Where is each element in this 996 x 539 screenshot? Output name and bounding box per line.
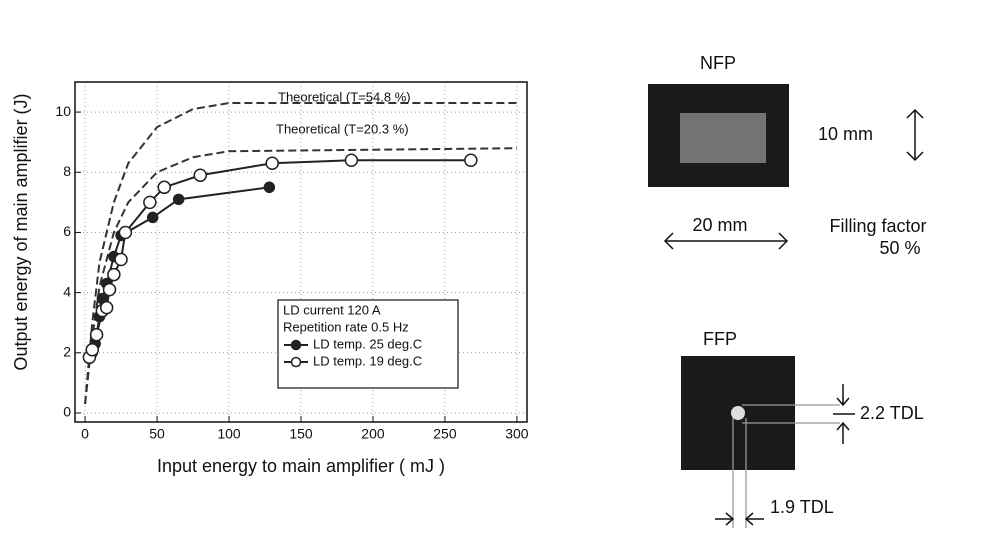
arrow-head: [906, 108, 924, 162]
data-point: [102, 282, 117, 297]
ffp-width-label: 1.9 TDL: [770, 497, 834, 517]
legend-title: Repetition rate 0.5 Hz: [283, 319, 409, 334]
theoretical-curve: [84, 147, 517, 405]
curve-label: Theoretical (T=20.3 %): [276, 121, 409, 136]
theoretical-curve: [84, 102, 517, 405]
x-tick-label: 150: [289, 426, 313, 442]
y-tick-label: 6: [63, 223, 71, 239]
x-tick-label: 50: [149, 426, 165, 442]
data-point: [157, 180, 171, 195]
data-point: [344, 153, 359, 167]
data-point: [172, 193, 185, 206]
data-point: [193, 168, 207, 183]
data-point: [265, 156, 279, 170]
legend-swatch: [290, 356, 302, 368]
y-tick-label: 10: [55, 103, 71, 119]
nfp-width-label: 20 mm: [692, 215, 747, 235]
filling-factor-value: 50 %: [879, 238, 920, 258]
legend-title: LD current 120 A: [283, 302, 381, 317]
y-tick-label: 8: [63, 163, 71, 179]
x-tick-label: 0: [81, 426, 89, 442]
y-tick-label: 4: [63, 283, 71, 299]
y-tick-label: 0: [63, 404, 71, 420]
ffp-height-label: 2.2 TDL: [860, 403, 924, 423]
data-point: [143, 195, 157, 210]
data-point: [89, 327, 104, 342]
ffp-spot: [731, 406, 745, 420]
legend-swatch: [290, 339, 302, 351]
curve-label: Theoretical (T=54.8 %): [278, 89, 411, 104]
data-point: [107, 267, 121, 282]
x-tick-label: 200: [361, 426, 385, 442]
data-point: [263, 181, 276, 194]
x-tick-label: 250: [433, 426, 457, 442]
ffp-arrows: [715, 384, 855, 526]
x-tick-label: 300: [505, 426, 529, 442]
y-axis-label: Output energy of main amplifier (J): [11, 93, 31, 370]
data-point: [85, 343, 100, 357]
data-point: [146, 211, 159, 224]
x-axis-label: Input energy to main amplifier ( mJ ): [157, 456, 445, 476]
ffp-guides: [732, 404, 840, 528]
nfp-height-label: 10 mm: [818, 124, 873, 144]
arrow-head: [663, 232, 789, 250]
filling-factor-label: Filling factor: [829, 216, 926, 236]
legend-label: LD temp. 25 deg.C: [313, 336, 422, 351]
y-tick-label: 2: [63, 343, 71, 359]
legend-label: LD temp. 19 deg.C: [313, 353, 422, 368]
data-point: [464, 153, 478, 167]
data-point: [114, 252, 128, 267]
data-point: [118, 225, 133, 240]
data-point: [99, 300, 114, 315]
x-tick-label: 100: [217, 426, 241, 442]
nfp-title: NFP: [700, 53, 736, 73]
plot-frame: [74, 81, 528, 423]
nfp-beam: [680, 113, 766, 163]
ffp-title: FFP: [703, 329, 737, 349]
